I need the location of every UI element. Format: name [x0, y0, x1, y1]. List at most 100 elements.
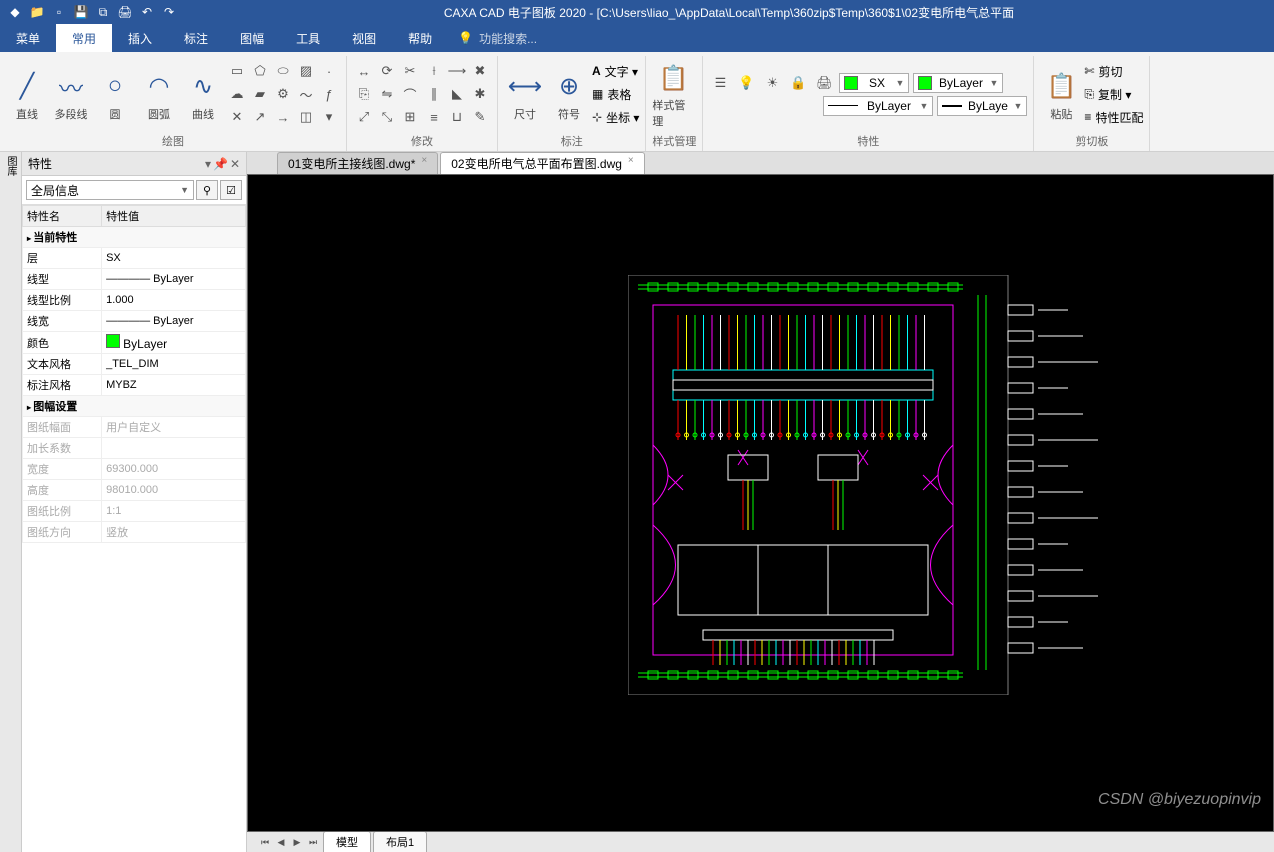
wave-icon[interactable]: 〜 — [295, 83, 317, 105]
menu-file[interactable]: 菜单 — [0, 24, 56, 52]
layout-tab-1[interactable]: 布局1 — [373, 831, 427, 852]
scale-icon[interactable]: ⤡ — [376, 106, 398, 128]
point-icon[interactable]: · — [318, 60, 340, 82]
section-sheet[interactable]: 图幅设置 — [23, 396, 246, 417]
match-button[interactable]: ≡特性匹配 — [1084, 106, 1143, 128]
ellipse-icon[interactable]: ⬭ — [272, 60, 294, 82]
layer-combo[interactable]: SX▼ — [839, 73, 909, 93]
bulb-icon[interactable]: 💡 — [735, 72, 757, 94]
feature-search[interactable]: 💡 功能搜索... — [458, 24, 537, 52]
array-icon[interactable]: ⊞ — [399, 106, 421, 128]
formula-icon[interactable]: ƒ — [318, 83, 340, 105]
close-icon[interactable]: × — [628, 155, 634, 172]
doc-tab-2[interactable]: 02变电所电气总平面布置图.dwg× — [440, 152, 645, 174]
color-combo[interactable]: ByLayer▼ — [913, 73, 1003, 93]
lineweight-combo[interactable]: ByLaye▼ — [937, 96, 1027, 116]
rect-icon[interactable]: ▭ — [226, 60, 248, 82]
prop-layer-value[interactable]: SX — [102, 248, 246, 269]
edit-icon[interactable]: ✎ — [469, 106, 491, 128]
doc-tab-1[interactable]: 01变电所主接线图.dwg*× — [277, 152, 438, 174]
dimension-button[interactable]: ⟷尺寸 — [504, 59, 546, 129]
linetype-combo[interactable]: ByLayer▼ — [823, 96, 933, 116]
menu-help[interactable]: 帮助 — [392, 24, 448, 52]
stretch-icon[interactable]: ⤢ — [353, 106, 375, 128]
polygon-icon[interactable]: ⬠ — [249, 60, 271, 82]
redo-icon[interactable]: ↷ — [160, 3, 178, 21]
rotate-icon[interactable]: ⟳ — [376, 60, 398, 82]
symbol-button[interactable]: ⊕符号 — [548, 59, 590, 129]
arrow-icon[interactable]: → — [272, 106, 294, 128]
prop-lineweight-value[interactable]: ———— ByLayer — [102, 311, 246, 332]
spline-button[interactable]: ∿曲线 — [182, 59, 224, 129]
prop-ltscale-value[interactable]: 1.000 — [102, 290, 246, 311]
layout-tab-model[interactable]: 模型 — [323, 831, 371, 852]
paste-button[interactable]: 📋粘贴 — [1040, 59, 1082, 129]
undo-icon[interactable]: ↶ — [138, 3, 156, 21]
print-icon[interactable]: 🖨 — [116, 3, 134, 21]
block-icon[interactable]: ◫ — [295, 106, 317, 128]
offset-icon[interactable]: ∥ — [423, 83, 445, 105]
selection-combo[interactable]: 全局信息▼ — [26, 180, 194, 200]
drawing-canvas[interactable]: CSDN @biyezuopinvip — [247, 174, 1274, 832]
menu-view[interactable]: 视图 — [336, 24, 392, 52]
copy-icon[interactable]: ⎘ — [353, 83, 375, 105]
hatch-icon[interactable]: ▨ — [295, 60, 317, 82]
pin-icon[interactable]: ▾ — [205, 157, 211, 171]
menu-annotate[interactable]: 标注 — [168, 24, 224, 52]
new-icon[interactable]: ▫ — [50, 3, 68, 21]
arc-button[interactable]: ◠圆弧 — [138, 59, 180, 129]
section-current[interactable]: 当前特性 — [23, 227, 246, 248]
prop-linetype-value[interactable]: ———— ByLayer — [102, 269, 246, 290]
nav-first-icon[interactable]: ⏮ — [257, 834, 273, 850]
menu-common[interactable]: 常用 — [56, 24, 112, 52]
close-icon[interactable]: × — [421, 155, 427, 172]
cut-button[interactable]: ✄剪切 — [1084, 60, 1143, 82]
trim-icon[interactable]: ✂ — [399, 60, 421, 82]
copy-button[interactable]: ⎘复制 ▾ — [1084, 83, 1143, 105]
filter-button[interactable]: ⚲ — [196, 180, 218, 200]
mirror-icon[interactable]: ⇋ — [376, 83, 398, 105]
table-button[interactable]: ▦表格 — [592, 83, 639, 105]
extend-icon[interactable]: ⟶ — [446, 60, 468, 82]
move-icon[interactable]: ↔ — [353, 60, 375, 82]
unpin-icon[interactable]: 📌 — [213, 157, 228, 171]
break-icon[interactable]: ⟊ — [423, 60, 445, 82]
dock-tab-1[interactable]: 图库 — [3, 156, 18, 176]
print-layer-icon[interactable]: 🖨 — [813, 72, 835, 94]
open-icon[interactable]: 📁 — [28, 3, 46, 21]
construction-icon[interactable]: ✕ — [226, 106, 248, 128]
line-button[interactable]: ╱直线 — [6, 59, 48, 129]
close-icon[interactable]: ✕ — [230, 157, 240, 171]
quick-select-button[interactable]: ☑ — [220, 180, 242, 200]
saveall-icon[interactable]: ⧉ — [94, 3, 112, 21]
style-manage-button[interactable]: 📋样式管理 — [652, 59, 694, 129]
nav-next-icon[interactable]: ▶ — [289, 834, 305, 850]
menu-sheet[interactable]: 图幅 — [224, 24, 280, 52]
nav-last-icon[interactable]: ⏭ — [305, 834, 321, 850]
join-icon[interactable]: ⊔ — [446, 106, 468, 128]
erase-icon[interactable]: ✖ — [469, 60, 491, 82]
circle-button[interactable]: ○圆 — [94, 59, 136, 129]
coord-button[interactable]: ⊹坐标 ▾ — [592, 106, 639, 128]
cloud-icon[interactable]: ☁ — [226, 83, 248, 105]
prop-color-value[interactable]: ByLayer — [102, 332, 246, 354]
gear-icon[interactable]: ⚙ — [272, 83, 294, 105]
save-icon[interactable]: 💾 — [72, 3, 90, 21]
menu-tools[interactable]: 工具 — [280, 24, 336, 52]
text-button[interactable]: A文字 ▾ — [592, 60, 639, 82]
menu-insert[interactable]: 插入 — [112, 24, 168, 52]
ray-icon[interactable]: ↗ — [249, 106, 271, 128]
explode-icon[interactable]: ✱ — [469, 83, 491, 105]
prop-textstyle-value[interactable]: _TEL_DIM — [102, 354, 246, 375]
align-icon[interactable]: ≡ — [423, 106, 445, 128]
sun-icon[interactable]: ☀ — [761, 72, 783, 94]
layer-mgr-icon[interactable]: ☰ — [709, 72, 731, 94]
fill-icon[interactable]: ▰ — [249, 83, 271, 105]
chamfer-icon[interactable]: ◣ — [446, 83, 468, 105]
nav-prev-icon[interactable]: ◀ — [273, 834, 289, 850]
prop-dimstyle-value[interactable]: MYBZ — [102, 375, 246, 396]
fillet-icon[interactable]: ⌒ — [399, 83, 421, 105]
polyline-button[interactable]: 〰多段线 — [50, 59, 92, 129]
more-icon[interactable]: ▾ — [318, 106, 340, 128]
lock-icon[interactable]: 🔒 — [787, 72, 809, 94]
